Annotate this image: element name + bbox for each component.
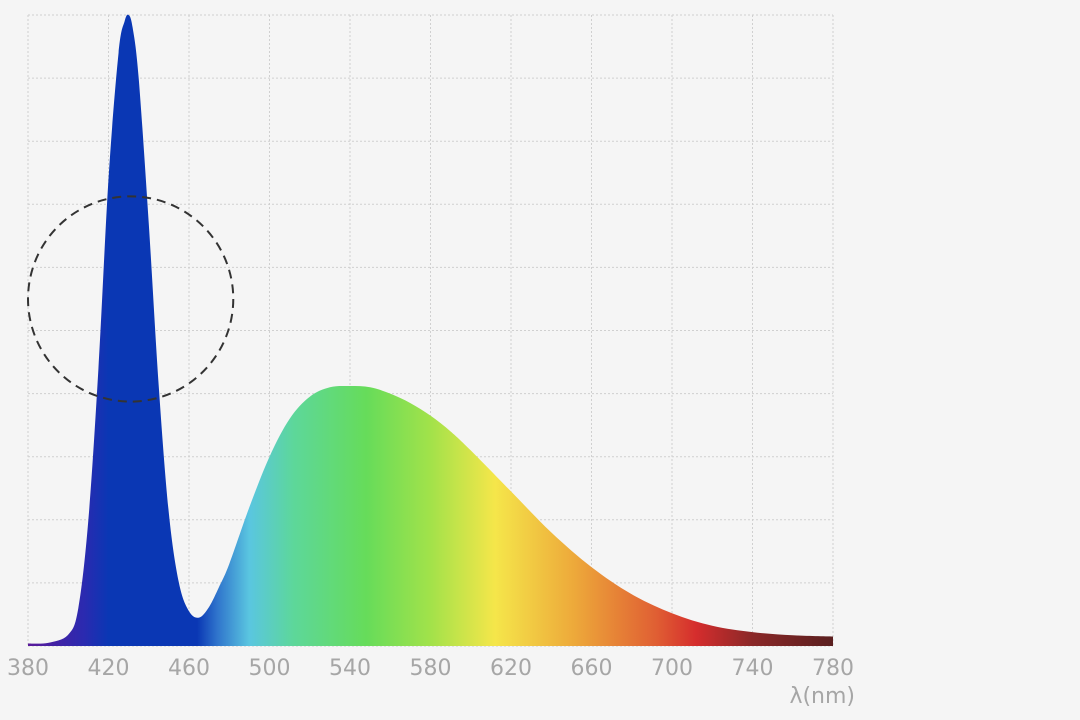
x-tick-label: 580: [410, 656, 452, 681]
x-tick-label: 660: [571, 656, 613, 681]
x-tick-label: 620: [490, 656, 532, 681]
x-tick-label: 740: [732, 656, 774, 681]
peak-highlight-circle: [27, 195, 235, 403]
spectrum-area: [28, 14, 833, 646]
x-tick-label: 540: [329, 656, 371, 681]
x-axis-ticks: 380 420 460 500 540 580 620 660 700 740 780: [7, 656, 854, 681]
x-tick-label: 700: [651, 656, 693, 681]
x-tick-label: 460: [168, 656, 210, 681]
annotation: [27, 195, 235, 403]
x-axis-unit-label: λ(nm): [789, 684, 855, 709]
spectrum-series-area: [28, 14, 833, 646]
x-tick-label: 420: [88, 656, 130, 681]
x-tick-label: 380: [7, 656, 49, 681]
x-tick-label: 500: [249, 656, 291, 681]
x-tick-label: 780: [812, 656, 854, 681]
